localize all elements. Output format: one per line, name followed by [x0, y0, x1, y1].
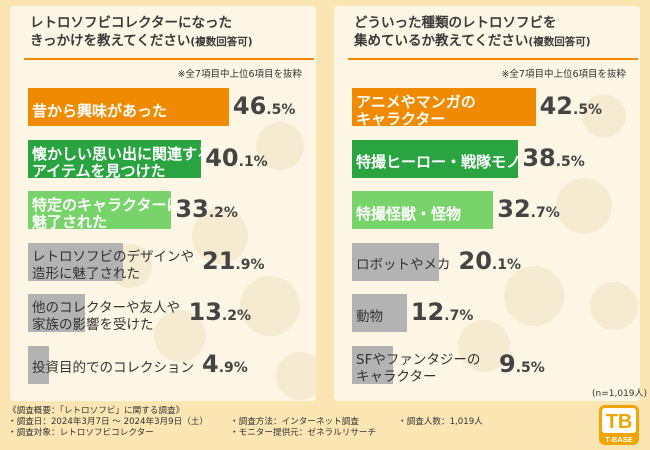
right-bar-label: ロボットやメカ — [356, 257, 451, 273]
survey-target: ・調査対象：レトロソフビコレクター — [8, 428, 154, 438]
right-bar — [352, 191, 494, 229]
left-bar-value: 33.2% — [175, 195, 238, 223]
left-bar-row: 懐かしい思い出に関連する アイテムを見つけた 40.1% — [10, 139, 316, 186]
right-bar-value: 9.5% — [499, 349, 545, 378]
left-bar-row: 特定のキャラクターに 魅了された 33.2% — [10, 191, 316, 237]
left-title-suffix: (複数回答可) — [190, 36, 253, 48]
left-bar-value: 13.2% — [188, 298, 252, 326]
right-bar-label: 動物 — [356, 308, 383, 325]
right-bar — [352, 294, 407, 332]
left-bar — [28, 294, 86, 332]
sample-size-note: (n=1,019人) — [592, 389, 648, 399]
left-note: ※全7項目中上位6項目を抜粋 — [177, 69, 302, 80]
left-bar-label: レトロソフビのデザインや 造形に魅了された — [32, 248, 194, 282]
right-bar — [352, 88, 536, 126]
survey-provider: ・モニター提供元：ゼネラルリサーチ — [230, 428, 377, 438]
right-title-suffix: (複数回答可) — [528, 36, 591, 48]
survey-overview: 《調査概要：「レトロソフビ」に関する調査》 ・調査日：2024年3月7日 〜 2… — [8, 406, 208, 439]
right-bar-row: 特撮怪獣・怪物 32.7% — [334, 191, 640, 237]
logo-text: T-BASE — [605, 435, 633, 444]
survey-method-col: ・調査方法：インターネット調査 ・モニター提供元：ゼネラルリサーチ — [230, 417, 376, 439]
right-bar-row: 動物 12.7% — [334, 294, 640, 340]
left-bar-label: 特定のキャラクターに 魅了された — [32, 196, 182, 231]
left-bar-label: 昔から興味があった — [32, 101, 168, 120]
right-bar-value: 32.7% — [497, 195, 560, 223]
left-bar-row: 昔から興味があった 46.5% — [10, 88, 316, 134]
left-bar-value: 4.9% — [202, 349, 248, 378]
right-bar-label: 特撮ヒーロー・戦隊モノ — [356, 153, 522, 171]
left-title-line2: きっかけを教えてください — [30, 33, 191, 49]
right-bar-row: アニメやマンガの キャラクター 42.5% — [334, 88, 640, 134]
right-bar-value: 42.5% — [539, 92, 603, 120]
survey-period: ・調査日：2024年3月7日 〜 2024年3月9日（土） — [8, 417, 208, 427]
right-bar-label: 特撮怪獣・怪物 — [356, 204, 462, 223]
right-note: ※全7項目中上位6項目を抜粋 — [501, 69, 626, 80]
left-title-line1: レトロソフビコレクターになった — [30, 15, 232, 31]
right-title-line1: どういった種類のレトロソフビを — [354, 15, 557, 31]
left-title-underline — [24, 58, 314, 60]
right-bar-value: 20.1% — [458, 246, 522, 275]
left-bar — [28, 242, 123, 281]
left-bar-value: 40.1% — [205, 143, 268, 172]
tbase-logo: TB T-BASE — [599, 405, 639, 445]
right-title-underline — [348, 58, 638, 60]
left-bar-label: 他のコレクターや友人や 家族の影響を受けた — [32, 300, 180, 333]
right-title-line2: 集めているか教えてください — [354, 33, 529, 49]
right-question-title: どういった種類のレトロソフビを 集めているか教えてください(複数回答可) — [354, 14, 591, 51]
right-panel: どういった種類のレトロソフビを 集めているか教えてください(複数回答可) ※全7… — [334, 6, 640, 401]
logo-mark: TB — [606, 411, 633, 433]
left-bar — [28, 345, 50, 384]
left-bar-value: 21.9% — [202, 246, 265, 275]
right-bar — [352, 345, 394, 384]
overview-heading: 《調査概要：「レトロソフビ」に関する調査》 — [8, 406, 185, 416]
left-bar-label: 投資目的でのコレクション — [32, 360, 194, 376]
right-bar — [352, 242, 439, 281]
left-bar-row: 投資目的でのコレクション 4.9% — [10, 345, 316, 392]
left-bar — [28, 191, 172, 229]
right-bar — [352, 139, 519, 178]
right-bar-row: ロボットやメカ 20.1% — [334, 242, 640, 289]
right-bar-label: アニメやマンガの キャラクター — [356, 93, 476, 128]
right-bar-row: 特撮ヒーロー・戦隊モノ 38.5% — [334, 139, 640, 186]
left-question-title: レトロソフビコレクターになった きっかけを教えてください(複数回答可) — [30, 14, 253, 51]
left-bar-value: 46.5% — [232, 92, 296, 120]
right-bar-value: 38.5% — [522, 143, 585, 172]
survey-method: ・調査方法：インターネット調査 — [230, 417, 359, 427]
left-bar-row: 他のコレクターや友人や 家族の影響を受けた 13.2% — [10, 294, 316, 340]
survey-count: ・調査人数：1,019人 — [398, 417, 483, 427]
left-bar — [28, 139, 202, 178]
left-panel: レトロソフビコレクターになった きっかけを教えてください(複数回答可) ※全7項… — [10, 6, 316, 401]
left-bar — [28, 88, 229, 126]
right-bar-label: SFやファンタジーの キャラクター — [356, 351, 481, 385]
right-bar-row: SFやファンタジーの キャラクター 9.5% — [334, 345, 640, 392]
left-bar-label: 懐かしい思い出に関連する アイテムを見つけた — [32, 144, 213, 180]
left-bar-row: レトロソフビのデザインや 造形に魅了された 21.9% — [10, 242, 316, 289]
right-bar-value: 12.7% — [410, 298, 474, 326]
